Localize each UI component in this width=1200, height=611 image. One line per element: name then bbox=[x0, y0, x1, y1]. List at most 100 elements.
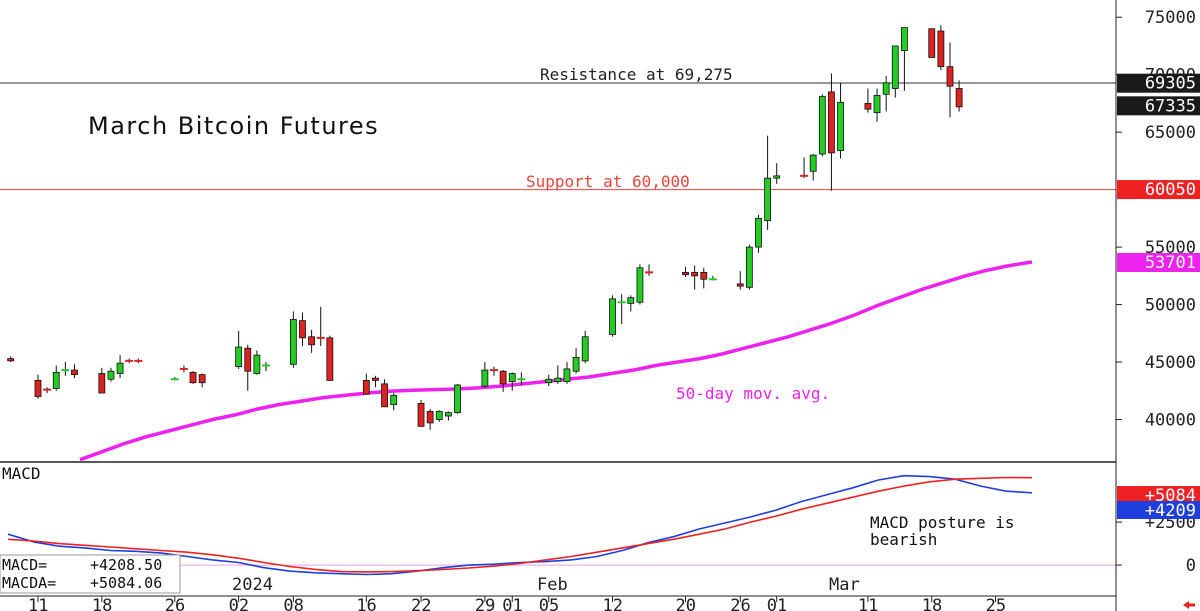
candle bbox=[308, 329, 316, 353]
price-tag: 67335 bbox=[1117, 96, 1200, 116]
candle-body bbox=[809, 154, 817, 172]
x-tick-label: 11 bbox=[858, 596, 878, 611]
x-tick-label: 01 bbox=[502, 596, 522, 611]
x-tick-label: 20 bbox=[676, 596, 696, 611]
macda-line bbox=[7, 476, 1033, 573]
x-month-label: Mar bbox=[829, 575, 860, 595]
candle bbox=[125, 358, 134, 364]
candle-body bbox=[700, 271, 708, 280]
candle-body bbox=[189, 371, 197, 384]
candle bbox=[554, 365, 562, 384]
macd-title: MACD bbox=[2, 464, 41, 483]
candle-body bbox=[581, 336, 589, 362]
candle-body bbox=[253, 354, 261, 374]
candle-body bbox=[235, 346, 243, 368]
candle bbox=[61, 362, 70, 376]
candle bbox=[481, 362, 489, 388]
price-tag: 53701 bbox=[1117, 253, 1200, 273]
candle bbox=[289, 311, 297, 368]
candle bbox=[617, 294, 626, 325]
candle bbox=[682, 266, 689, 277]
candle-body bbox=[764, 177, 771, 222]
candle-body bbox=[545, 378, 553, 384]
support-label: Support at 60,000 bbox=[526, 172, 690, 191]
candle bbox=[891, 45, 899, 98]
candle bbox=[828, 73, 835, 191]
x-tick-label: 05 bbox=[539, 596, 559, 611]
candle-body bbox=[755, 217, 762, 248]
candle-body bbox=[7, 358, 15, 362]
candle bbox=[454, 383, 461, 414]
candle-body bbox=[745, 246, 753, 288]
price-tag-bg bbox=[1117, 180, 1200, 200]
candle bbox=[299, 312, 306, 346]
candle-body bbox=[426, 411, 434, 424]
candle bbox=[882, 75, 890, 112]
candle bbox=[508, 372, 516, 391]
price-tag-label: 67335 bbox=[1145, 96, 1196, 116]
x-tick-label: 18 bbox=[92, 596, 112, 611]
candle bbox=[253, 350, 261, 375]
candle bbox=[34, 374, 42, 399]
candle-body bbox=[71, 369, 78, 376]
chart-title: March Bitcoin Futures bbox=[88, 112, 379, 140]
candle bbox=[873, 88, 881, 122]
candle-body bbox=[882, 82, 890, 95]
candle-body bbox=[946, 66, 954, 87]
candle-body bbox=[508, 373, 516, 382]
x-tick-label: 29 bbox=[475, 596, 495, 611]
candle-body bbox=[308, 336, 316, 346]
candle bbox=[563, 362, 571, 384]
candle-body bbox=[444, 412, 452, 417]
x-tick-label: 11 bbox=[28, 596, 48, 611]
candle bbox=[708, 275, 717, 281]
candle-body bbox=[736, 283, 744, 287]
x-tick-label: 18 bbox=[922, 596, 942, 611]
candle-body bbox=[326, 337, 334, 381]
y-tick-label: 65000 bbox=[1145, 123, 1196, 143]
candle-body bbox=[390, 394, 398, 405]
candle bbox=[517, 372, 526, 385]
candle bbox=[609, 295, 616, 337]
macda-readout-label: MACDA= bbox=[2, 574, 56, 592]
candle-body bbox=[372, 377, 379, 381]
candle-body bbox=[901, 27, 908, 51]
price-tag-label: 60050 bbox=[1145, 180, 1196, 200]
candle bbox=[435, 410, 443, 422]
candle bbox=[326, 335, 334, 381]
candle bbox=[170, 376, 179, 381]
x-tick-label: 08 bbox=[283, 596, 303, 611]
candle-body bbox=[937, 30, 945, 68]
candle bbox=[198, 373, 206, 388]
x-tick-label: 02 bbox=[229, 596, 249, 611]
x-tick-label: 26 bbox=[730, 596, 750, 611]
candle-body bbox=[481, 369, 489, 387]
candle bbox=[426, 409, 434, 430]
candle bbox=[645, 264, 654, 276]
candle-body bbox=[572, 357, 580, 372]
candle bbox=[134, 358, 143, 364]
price-tag-bg bbox=[1117, 73, 1200, 93]
x-axis: 11 18 26 02 08 16 22 29 01 05 12 20 26 01 11 18 25 2024 Fe… bbox=[0, 575, 1116, 611]
candle bbox=[928, 28, 936, 58]
candle-body bbox=[34, 380, 42, 397]
candle bbox=[390, 393, 398, 411]
candle bbox=[499, 370, 507, 392]
candle-body bbox=[417, 402, 425, 427]
macd-annotation: MACD posture is bbox=[870, 513, 1015, 532]
candle bbox=[636, 264, 644, 305]
macd-annotation-line2: bearish bbox=[870, 530, 937, 549]
candle bbox=[773, 163, 781, 184]
x-month-label: 2024 bbox=[232, 575, 273, 595]
candle-body bbox=[198, 374, 206, 384]
back-arrow-icon[interactable] bbox=[1183, 601, 1195, 609]
price-tag-bg bbox=[1117, 253, 1200, 273]
candle-body bbox=[435, 411, 443, 420]
candle-body bbox=[554, 377, 562, 382]
candle bbox=[691, 265, 699, 290]
price-tag: 60050 bbox=[1117, 180, 1200, 200]
price-tag-bg bbox=[1117, 96, 1200, 116]
macd-y-tick-label: 0 bbox=[1186, 556, 1196, 576]
resistance-label: Resistance at 69,275 bbox=[540, 65, 733, 84]
